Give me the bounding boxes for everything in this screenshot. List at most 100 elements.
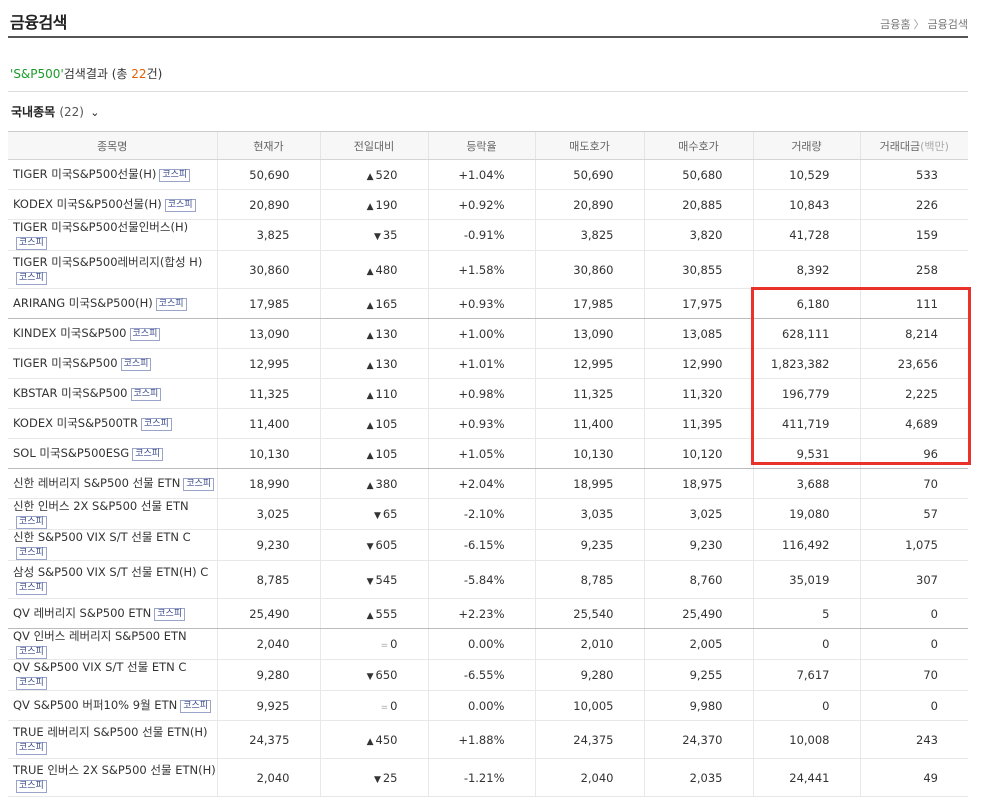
stock-name-link[interactable]: TRUE 인버스 2X S&P500 선물 ETN(H)	[13, 762, 216, 777]
stock-name-link[interactable]: 신한 S&P500 VIX S/T 선물 ETN C	[13, 530, 191, 544]
arrow-down-icon: ▼	[366, 576, 374, 587]
rate-cell: +0.93%	[427, 408, 535, 439]
stock-name-link[interactable]: ARIRANG 미국S&P500(H)	[13, 296, 153, 310]
change-cell: ▲ 110	[319, 378, 428, 409]
breadcrumb-home-link[interactable]: 금융홈	[880, 18, 911, 31]
stock-name-cell: KINDEX 미국S&P500 코스피	[8, 318, 217, 349]
ask-cell: 8,785	[534, 560, 644, 599]
change-value: 605	[375, 538, 398, 552]
header-bid[interactable]: 매수호가	[643, 131, 753, 160]
ask-cell: 2,010	[534, 628, 644, 660]
table-row[interactable]: 신한 레버리지 S&P500 선물 ETN 코스피 18,990 ▲ 380 +2.04%…	[8, 468, 968, 499]
change-cell: ▼ 35	[319, 219, 428, 251]
stock-name-cell: TIGER 미국S&P500레버리지(합성 H) 코스피	[8, 250, 217, 289]
amount-cell: 159	[859, 219, 968, 251]
bid-cell: 24,370	[643, 720, 753, 759]
stock-name-cell: QV S&P500 VIX S/T 선물 ETN C 코스피	[8, 659, 217, 691]
breadcrumb-separator-icon: 〉	[913, 18, 925, 31]
market-badge: 코스피	[16, 741, 47, 755]
change-cell: = 0	[319, 690, 428, 721]
price-cell: 24,375	[216, 720, 320, 759]
table-row[interactable]: TRUE 인버스 2X S&P500 선물 ETN(H)코스피 2,040 ▼ 25-…	[8, 758, 968, 797]
price-cell: 25,490	[216, 598, 320, 629]
arrow-up-icon: ▲	[366, 390, 374, 401]
change-value: 25	[382, 770, 398, 785]
section-toggle[interactable]: 국내종목 (22) ⌄	[11, 103, 99, 120]
table-row[interactable]: QV S&P500 VIX S/T 선물 ETN C코스피 9,280 ▼ 650 -6…	[8, 659, 968, 691]
stock-name-link[interactable]: QV 인버스 레버리지 S&P500 ETN	[13, 629, 187, 643]
ask-cell: 17,985	[534, 288, 644, 319]
bid-cell: 9,255	[643, 659, 753, 691]
volume-cell: 7,617	[752, 659, 860, 691]
table-row[interactable]: TIGER 미국S&P500레버리지(합성 H)코스피 30,860 ▲ 480 +1.…	[8, 250, 968, 289]
section-title: 국내종목	[11, 105, 56, 119]
stock-name-link[interactable]: KBSTAR 미국S&P500	[13, 386, 128, 400]
change-value: 480	[375, 262, 398, 277]
header-amount[interactable]: 거래대금(백만)	[859, 131, 968, 160]
stock-name-cell: TIGER 미국S&P500 코스피	[8, 348, 217, 379]
stock-name-link[interactable]: TRUE 레버리지 S&P500 선물 ETN(H)	[13, 724, 208, 739]
change-cell: ▼ 25	[319, 758, 428, 797]
table-row[interactable]: 삼성 S&P500 VIX S/T 선물 ETN(H) C코스피 8,785 ▼ 54…	[8, 560, 968, 599]
table-row[interactable]: KODEX 미국S&P500선물(H) 코스피 20,890 ▲ 190 +0.92% 20…	[8, 189, 968, 220]
header-rate[interactable]: 등락율	[427, 131, 535, 160]
table-row[interactable]: ARIRANG 미국S&P500(H) 코스피 17,985 ▲ 165 +0.93% 17…	[8, 288, 968, 319]
change-cell: ▲ 555	[319, 598, 428, 629]
price-cell: 13,090	[216, 318, 320, 349]
stock-name-link[interactable]: 신한 레버리지 S&P500 선물 ETN	[13, 476, 181, 490]
stock-name-link[interactable]: 삼성 S&P500 VIX S/T 선물 ETN(H) C	[13, 564, 209, 579]
header-ask[interactable]: 매도호가	[534, 131, 644, 160]
rate-cell: +1.05%	[427, 438, 535, 469]
table-row[interactable]: KODEX 미국S&P500TR 코스피 11,400 ▲ 105 +0.93% 11,40…	[8, 408, 968, 439]
table-row[interactable]: 신한 인버스 2X S&P500 선물 ETN코스피 3,025 ▼ 65 -2.10%…	[8, 498, 968, 530]
stock-name-link[interactable]: TIGER 미국S&P500	[13, 356, 118, 370]
header-volume[interactable]: 거래량	[752, 131, 860, 160]
stock-name-link[interactable]: TIGER 미국S&P500레버리지(합성 H)	[13, 254, 203, 269]
table-row[interactable]: TIGER 미국S&P500 코스피 12,995 ▲ 130 +1.01% 12,995 1…	[8, 348, 968, 379]
market-badge: 코스피	[159, 169, 191, 182]
rate-cell: +2.04%	[427, 468, 535, 499]
amount-cell: 0	[859, 598, 968, 629]
price-cell: 3,025	[216, 498, 320, 530]
price-cell: 10,130	[216, 438, 320, 469]
table-row[interactable]: TRUE 레버리지 S&P500 선물 ETN(H)코스피 24,375 ▲ 450 +…	[8, 720, 968, 759]
header-price[interactable]: 현재가	[216, 131, 320, 160]
change-cell: ▼ 650	[319, 659, 428, 691]
stock-name-link[interactable]: SOL 미국S&P500ESG	[13, 446, 130, 460]
table-row[interactable]: 신한 S&P500 VIX S/T 선물 ETN C코스피 9,230 ▼ 605 -6…	[8, 529, 968, 561]
stock-name-cell: KBSTAR 미국S&P500 코스피	[8, 378, 217, 409]
stock-name-link[interactable]: TIGER 미국S&P500선물인버스(H)	[13, 220, 189, 234]
volume-cell: 5	[752, 598, 860, 629]
market-badge: 코스피	[132, 448, 164, 461]
table-row[interactable]: TIGER 미국S&P500선물(H) 코스피 50,690 ▲ 520 +1.04% 50…	[8, 159, 968, 190]
bid-cell: 20,885	[643, 189, 753, 220]
ask-cell: 13,090	[534, 318, 644, 349]
table-row[interactable]: QV 인버스 레버리지 S&P500 ETN코스피 2,040 = 0 0.00% 2,0…	[8, 628, 968, 660]
arrow-down-icon: ▼	[373, 511, 381, 521]
price-cell: 12,995	[216, 348, 320, 379]
search-keyword: S&P500	[13, 67, 61, 81]
change-value: 165	[375, 296, 398, 311]
stock-name-link[interactable]: 신한 인버스 2X S&P500 선물 ETN	[13, 499, 189, 513]
stock-name-link[interactable]: QV S&P500 VIX S/T 선물 ETN C	[13, 660, 187, 674]
stock-name-link[interactable]: KODEX 미국S&P500선물(H)	[13, 197, 162, 211]
table-row[interactable]: QV S&P500 버퍼10% 9월 ETN 코스피 9,925 = 0 0.00% 10,…	[8, 690, 968, 721]
table-row[interactable]: TIGER 미국S&P500선물인버스(H)코스피 3,825 ▼ 35 -0.91% 3…	[8, 219, 968, 251]
stock-name-link[interactable]: QV 레버리지 S&P500 ETN	[13, 606, 152, 620]
stock-name-link[interactable]: KODEX 미국S&P500TR	[13, 416, 138, 430]
table-row[interactable]: KBSTAR 미국S&P500 코스피 11,325 ▲ 110 +0.98% 11,325…	[8, 378, 968, 409]
amount-cell: 23,656	[859, 348, 968, 379]
stock-name-link[interactable]: KINDEX 미국S&P500	[13, 326, 127, 340]
change-cell: ▲ 450	[319, 720, 428, 759]
stock-name-link[interactable]: TIGER 미국S&P500선물(H)	[13, 167, 157, 181]
header-change[interactable]: 전일대비	[319, 131, 428, 160]
table-row[interactable]: KINDEX 미국S&P500 코스피 13,090 ▲ 130 +1.00% 13,090…	[8, 318, 968, 349]
price-cell: 11,400	[216, 408, 320, 439]
table-row[interactable]: SOL 미국S&P500ESG 코스피 10,130 ▲ 105 +1.05% 10,130…	[8, 438, 968, 469]
market-badge: 코스피	[16, 646, 47, 659]
change-cell: ▲ 520	[319, 159, 428, 190]
header-name[interactable]: 종목명	[8, 131, 217, 160]
stock-name-link[interactable]: QV S&P500 버퍼10% 9월 ETN	[13, 698, 178, 712]
table-row[interactable]: QV 레버리지 S&P500 ETN 코스피 25,490 ▲ 555 +2.23% 25,…	[8, 598, 968, 629]
change-value: 545	[375, 572, 398, 587]
